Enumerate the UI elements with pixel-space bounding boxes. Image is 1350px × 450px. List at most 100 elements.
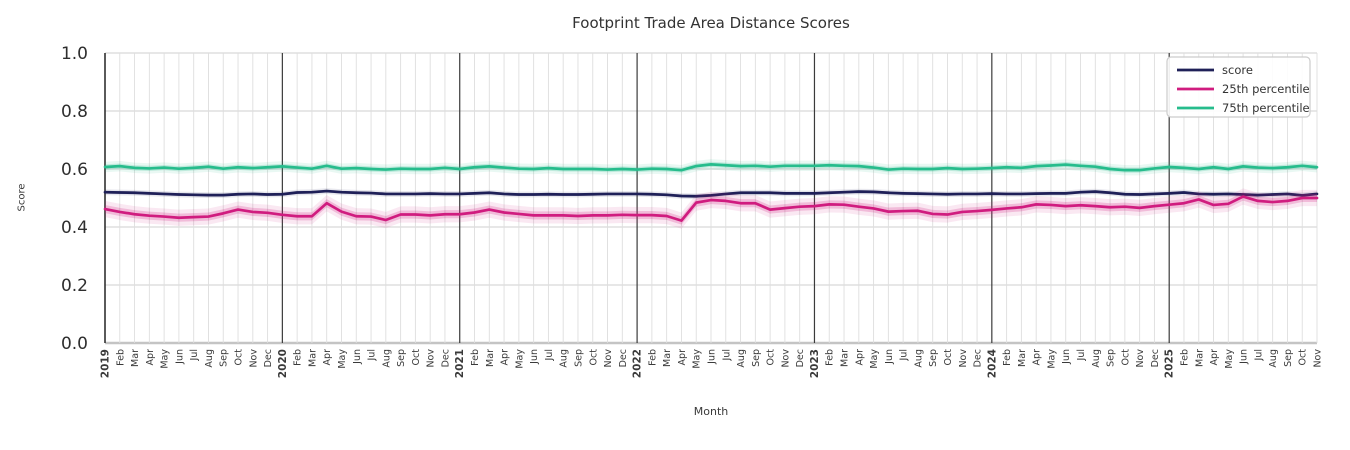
x-tick-label: Feb — [825, 349, 836, 366]
x-tick-label: May — [1224, 349, 1235, 369]
x-tick-label: Apr — [500, 349, 511, 366]
x-tick-label: Aug — [204, 349, 215, 368]
y-tick-label: 0.4 — [61, 218, 88, 238]
x-tick-label: Jul — [1253, 349, 1264, 361]
x-tick-label: Jun — [1239, 349, 1250, 365]
x-tick-label: 2021 — [454, 349, 466, 378]
x-tick-label: Jul — [1076, 349, 1087, 361]
x-tick-label: Aug — [381, 349, 392, 368]
legend-label-score: score — [1222, 63, 1253, 77]
legend-label-75th-percentile: 75th percentile — [1222, 101, 1310, 115]
x-tick-label: Apr — [322, 349, 333, 366]
x-tick-label: Nov — [1135, 349, 1146, 368]
series-band-score — [105, 188, 1317, 200]
series-band-75th-percentile — [105, 159, 1317, 176]
x-tick-label: Aug — [1091, 349, 1102, 368]
x-tick-label: Jul — [721, 349, 732, 361]
x-tick-label: May — [869, 349, 880, 369]
x-tick-label: Mar — [840, 349, 851, 367]
x-tick-label: 2022 — [632, 349, 644, 378]
x-tick-label: Jul — [367, 349, 378, 361]
x-tick-label: Jul — [189, 349, 200, 361]
x-tick-label: May — [692, 349, 703, 369]
x-tick-label: Feb — [115, 349, 126, 366]
x-tick-label: Sep — [1106, 349, 1117, 367]
x-tick-label: Sep — [1283, 349, 1294, 367]
y-tick-label: 0.2 — [61, 276, 88, 296]
x-tick-label: Aug — [736, 349, 747, 368]
x-tick-label: Sep — [928, 349, 939, 367]
y-tick-label: 0.6 — [61, 160, 88, 180]
chart-title: Footprint Trade Area Distance Scores — [572, 14, 850, 32]
x-tick-label: Mar — [307, 349, 318, 367]
x-tick-label: 2019 — [100, 349, 112, 378]
x-tick-label: Mar — [1017, 349, 1028, 367]
x-tick-label: Oct — [943, 349, 954, 366]
x-tick-label: Oct — [234, 349, 245, 366]
x-tick-label: Apr — [1209, 349, 1220, 366]
x-tick-label: Apr — [854, 349, 865, 366]
y-tick-label: 1.0 — [61, 44, 88, 64]
x-tick-label: Dec — [440, 349, 451, 367]
x-tick-label: Sep — [573, 349, 584, 367]
x-tick-label: Feb — [470, 349, 481, 366]
x-tick-label: Dec — [1150, 349, 1161, 367]
series-line-25th-percentile — [103, 195, 1319, 222]
x-tick-label: Oct — [1298, 349, 1309, 366]
x-tick-label: Apr — [677, 349, 688, 366]
x-tick-label: Apr — [1032, 349, 1043, 366]
x-tick-label: Nov — [780, 349, 791, 368]
legend-box — [1166, 56, 1311, 118]
y-tick-label: 0.8 — [61, 102, 88, 122]
x-tick-label: Aug — [1268, 349, 1279, 368]
series-line-75th-percentile — [103, 163, 1319, 172]
x-tick-label: Aug — [559, 349, 570, 368]
x-tick-label: Dec — [618, 349, 629, 367]
x-tick-label: Dec — [973, 349, 984, 367]
x-axis-label: Month — [693, 405, 729, 418]
x-tick-label: 2025 — [1164, 349, 1176, 378]
series-band-25th-percentile — [105, 192, 1317, 225]
x-tick-label: 2023 — [809, 349, 821, 378]
x-tick-label: Apr — [145, 349, 156, 366]
x-tick-label: Dec — [263, 349, 274, 367]
x-tick-label: Sep — [219, 349, 230, 367]
x-tick-label: Jun — [707, 349, 718, 365]
series-line-score — [103, 189, 1319, 198]
x-tick-label: Oct — [766, 349, 777, 366]
x-tick-label: Sep — [396, 349, 407, 367]
x-tick-label: Aug — [913, 349, 924, 368]
x-tick-label: Mar — [1194, 349, 1205, 367]
x-tick-label: Nov — [958, 349, 969, 368]
legend-label-25th-percentile: 25th percentile — [1222, 82, 1310, 96]
x-tick-label: May — [337, 349, 348, 369]
x-tick-label: Dec — [795, 349, 806, 367]
x-tick-label: Oct — [411, 349, 422, 366]
x-tick-label: Jul — [899, 349, 910, 361]
x-tick-label: Jul — [544, 349, 555, 361]
y-tick-label: 0.0 — [61, 334, 88, 354]
x-tick-label: Oct — [588, 349, 599, 366]
x-tick-label: Oct — [1120, 349, 1131, 366]
x-tick-label: Mar — [662, 349, 673, 367]
x-tick-label: May — [1046, 349, 1057, 369]
x-tick-label: 2020 — [277, 349, 289, 378]
x-tick-label: May — [160, 349, 171, 369]
x-tick-label: Mar — [130, 349, 141, 367]
x-tick-label: Feb — [1002, 349, 1013, 366]
x-tick-label: Jun — [1061, 349, 1072, 365]
x-tick-label: May — [514, 349, 525, 369]
x-tick-label: Nov — [426, 349, 437, 368]
x-tick-label: Sep — [751, 349, 762, 367]
x-tick-label: Nov — [603, 349, 614, 368]
x-tick-label: Feb — [1179, 349, 1190, 366]
x-tick-label: 2024 — [986, 349, 998, 378]
x-tick-label: Jun — [529, 349, 540, 365]
x-tick-label: Nov — [248, 349, 259, 368]
x-tick-label: Feb — [647, 349, 658, 366]
x-tick-label: Mar — [485, 349, 496, 367]
x-tick-label: Feb — [293, 349, 304, 366]
x-tick-label: Jun — [884, 349, 895, 365]
